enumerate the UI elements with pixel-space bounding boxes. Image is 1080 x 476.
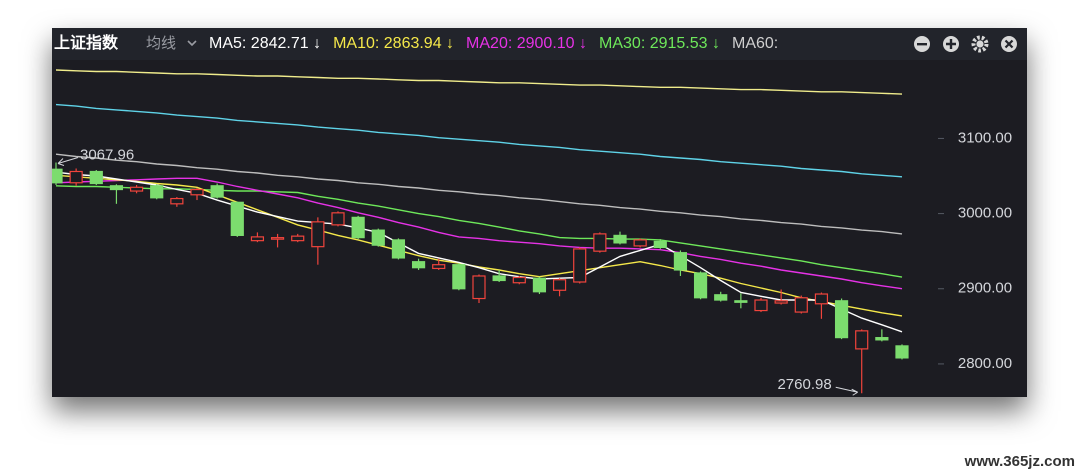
candle-body xyxy=(492,275,506,282)
candle-body xyxy=(774,300,788,304)
candle-body xyxy=(875,337,889,341)
index-title: 上证指数 xyxy=(54,33,119,52)
icon-gear xyxy=(976,40,984,48)
max-label: 3067.96 xyxy=(80,146,134,163)
candle-body xyxy=(754,299,768,312)
candle-body xyxy=(291,235,305,242)
candle-body xyxy=(411,261,426,269)
candle-body xyxy=(331,212,345,226)
candle-body xyxy=(371,229,385,246)
candle-body xyxy=(109,185,124,191)
candle-body xyxy=(150,185,164,199)
legend-entry: MA5: 2842.71 ↓ xyxy=(209,35,321,52)
candle-body xyxy=(452,264,466,290)
y-tick-label: 2800.00 xyxy=(958,355,1012,372)
candle-body xyxy=(552,279,567,291)
candle-body xyxy=(170,197,184,205)
candle-body xyxy=(693,272,708,299)
ma-line xyxy=(55,103,903,178)
candle-body xyxy=(270,237,285,240)
candle-body xyxy=(472,275,486,300)
dropdown-caret[interactable] xyxy=(187,40,197,47)
candle-body xyxy=(714,294,728,301)
settings-button[interactable] xyxy=(971,35,989,53)
candle-body xyxy=(230,201,244,236)
watermark: www.365jz.com xyxy=(964,453,1075,470)
candle-body xyxy=(250,236,265,242)
ma-line xyxy=(55,69,903,95)
candle-body xyxy=(573,248,587,283)
icon-close xyxy=(1004,39,1014,49)
legend-entry: MA20: 2900.10 ↓ xyxy=(466,35,587,52)
candle-body xyxy=(210,185,224,198)
legend: MA5: 2842.71 ↓ MA10: 2863.94 ↓ MA20: 2900.… xyxy=(209,35,778,52)
candle-body xyxy=(734,300,748,303)
candle-body xyxy=(190,188,204,196)
max-arrow xyxy=(57,157,79,166)
candle-body xyxy=(855,330,869,350)
candle-body xyxy=(351,216,365,239)
candle-body xyxy=(532,277,547,293)
candle-body xyxy=(895,345,909,359)
plot-area xyxy=(52,69,909,394)
header-bar xyxy=(52,28,1027,60)
legend-entry: MA10: 2863.94 ↓ xyxy=(333,35,454,52)
ma-line xyxy=(55,153,903,235)
icon-plus xyxy=(946,39,956,49)
candle-body xyxy=(391,239,406,259)
candle-body xyxy=(129,186,144,192)
ma-selector[interactable]: 均线 xyxy=(146,35,176,52)
y-tick-label: 3100.00 xyxy=(958,129,1012,146)
icon-minus xyxy=(917,43,927,46)
candle-body xyxy=(311,221,325,248)
y-tick-label: 2900.00 xyxy=(958,280,1012,297)
min-arrow xyxy=(835,386,858,396)
legend-entry: MA60: xyxy=(732,35,778,52)
candle-body xyxy=(52,168,63,184)
ma-line xyxy=(55,177,903,290)
legend-entry: MA30: 2915.53 ↓ xyxy=(599,35,720,52)
min-label: 2760.98 xyxy=(777,376,831,393)
candle-body xyxy=(633,239,647,247)
candle-body xyxy=(69,170,83,184)
candle-body xyxy=(814,293,829,305)
candle-body xyxy=(89,170,103,185)
candle-body xyxy=(653,240,667,249)
candle-body xyxy=(432,264,446,270)
candle-body xyxy=(834,300,849,339)
y-tick-label: 3000.00 xyxy=(958,205,1012,222)
candle-body xyxy=(673,252,688,271)
candle-body xyxy=(593,233,607,252)
candle-body xyxy=(794,297,808,313)
candle-body xyxy=(613,234,627,244)
candle-body xyxy=(512,276,526,284)
window-controls xyxy=(914,35,1017,53)
